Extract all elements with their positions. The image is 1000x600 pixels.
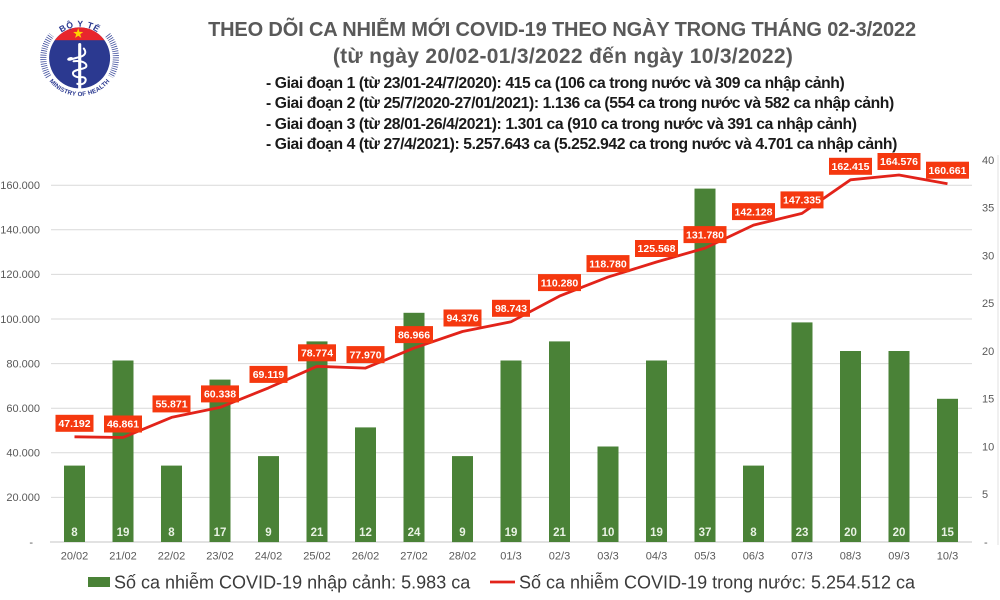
svg-text:05/3: 05/3 bbox=[694, 551, 715, 563]
svg-text:19: 19 bbox=[505, 527, 518, 539]
svg-text:24: 24 bbox=[408, 527, 421, 539]
svg-text:01/3: 01/3 bbox=[500, 551, 521, 563]
svg-text:20/02: 20/02 bbox=[61, 551, 89, 563]
svg-text:120.000: 120.000 bbox=[0, 269, 40, 281]
svg-text:164.576: 164.576 bbox=[880, 156, 918, 168]
svg-text:20: 20 bbox=[893, 527, 906, 539]
svg-text:20: 20 bbox=[844, 527, 857, 539]
svg-text:26/02: 26/02 bbox=[352, 551, 380, 563]
svg-text:02/3: 02/3 bbox=[549, 551, 570, 563]
svg-text:Số ca nhiễm COVID-19 nhập cảnh: Số ca nhiễm COVID-19 nhập cảnh: 5.983 ca bbox=[114, 572, 471, 593]
svg-text:25: 25 bbox=[982, 298, 994, 310]
svg-text:19: 19 bbox=[117, 527, 130, 539]
svg-text:78.774: 78.774 bbox=[301, 348, 333, 360]
svg-text:77.970: 77.970 bbox=[349, 349, 381, 361]
svg-text:-: - bbox=[29, 537, 33, 549]
svg-text:BỘ Y TẾ: BỘ Y TẾ bbox=[57, 18, 102, 34]
svg-text:60.000: 60.000 bbox=[6, 403, 40, 415]
svg-text:21/02: 21/02 bbox=[109, 551, 137, 563]
svg-text:125.568: 125.568 bbox=[638, 243, 676, 255]
svg-text:10: 10 bbox=[602, 527, 615, 539]
svg-text:12: 12 bbox=[359, 527, 372, 539]
svg-text:60.338: 60.338 bbox=[204, 389, 236, 401]
svg-text:28/02: 28/02 bbox=[449, 551, 477, 563]
svg-text:110.280: 110.280 bbox=[541, 277, 579, 289]
svg-text:40: 40 bbox=[982, 155, 994, 167]
svg-text:09/3: 09/3 bbox=[888, 551, 909, 563]
svg-text:37: 37 bbox=[699, 527, 712, 539]
svg-text:07/3: 07/3 bbox=[791, 551, 812, 563]
svg-text:100.000: 100.000 bbox=[0, 314, 40, 326]
svg-text:86.966: 86.966 bbox=[398, 329, 430, 341]
svg-text:17: 17 bbox=[214, 527, 227, 539]
svg-text:98.743: 98.743 bbox=[495, 303, 527, 315]
svg-text:160.661: 160.661 bbox=[929, 165, 967, 177]
svg-text:9: 9 bbox=[265, 527, 271, 539]
svg-text:27/02: 27/02 bbox=[400, 551, 428, 563]
svg-text:69.119: 69.119 bbox=[253, 369, 285, 381]
svg-text:5: 5 bbox=[982, 489, 988, 501]
svg-text:8: 8 bbox=[750, 527, 757, 539]
svg-text:25/02: 25/02 bbox=[303, 551, 331, 563]
svg-text:15: 15 bbox=[941, 527, 954, 539]
svg-text:20: 20 bbox=[982, 346, 994, 358]
svg-text:9: 9 bbox=[459, 527, 465, 539]
svg-text:160.000: 160.000 bbox=[0, 180, 40, 192]
svg-text:142.128: 142.128 bbox=[735, 206, 773, 218]
svg-text:118.780: 118.780 bbox=[589, 258, 627, 270]
svg-text:21: 21 bbox=[553, 527, 566, 539]
svg-text:22/02: 22/02 bbox=[158, 551, 186, 563]
svg-text:140.000: 140.000 bbox=[0, 225, 40, 237]
svg-text:23: 23 bbox=[796, 527, 809, 539]
svg-text:147.335: 147.335 bbox=[783, 195, 821, 207]
svg-text:10/3: 10/3 bbox=[937, 551, 958, 563]
svg-text:55.871: 55.871 bbox=[155, 399, 187, 411]
svg-text:35: 35 bbox=[982, 203, 994, 215]
svg-text:03/3: 03/3 bbox=[597, 551, 618, 563]
svg-text:30: 30 bbox=[982, 250, 994, 262]
svg-text:19: 19 bbox=[650, 527, 663, 539]
svg-text:46.861: 46.861 bbox=[107, 419, 139, 431]
svg-text:40.000: 40.000 bbox=[6, 448, 40, 460]
svg-text:08/3: 08/3 bbox=[840, 551, 861, 563]
svg-text:162.415: 162.415 bbox=[832, 161, 870, 173]
svg-text:131.780: 131.780 bbox=[686, 229, 724, 241]
svg-text:-: - bbox=[984, 537, 988, 549]
svg-text:15: 15 bbox=[982, 394, 994, 406]
svg-text:8: 8 bbox=[71, 527, 78, 539]
svg-text:23/02: 23/02 bbox=[206, 551, 234, 563]
svg-text:10: 10 bbox=[982, 441, 994, 453]
svg-text:04/3: 04/3 bbox=[646, 551, 667, 563]
svg-text:06/3: 06/3 bbox=[743, 551, 764, 563]
svg-text:80.000: 80.000 bbox=[6, 358, 40, 370]
svg-text:Số ca nhiễm COVID-19 trong nướ: Số ca nhiễm COVID-19 trong nước: 5.254.5… bbox=[519, 572, 916, 593]
svg-text:8: 8 bbox=[168, 527, 175, 539]
svg-text:24/02: 24/02 bbox=[255, 551, 283, 563]
svg-text:20.000: 20.000 bbox=[6, 492, 40, 504]
svg-text:21: 21 bbox=[311, 527, 324, 539]
svg-text:94.376: 94.376 bbox=[446, 313, 478, 325]
svg-text:47.192: 47.192 bbox=[58, 418, 90, 430]
